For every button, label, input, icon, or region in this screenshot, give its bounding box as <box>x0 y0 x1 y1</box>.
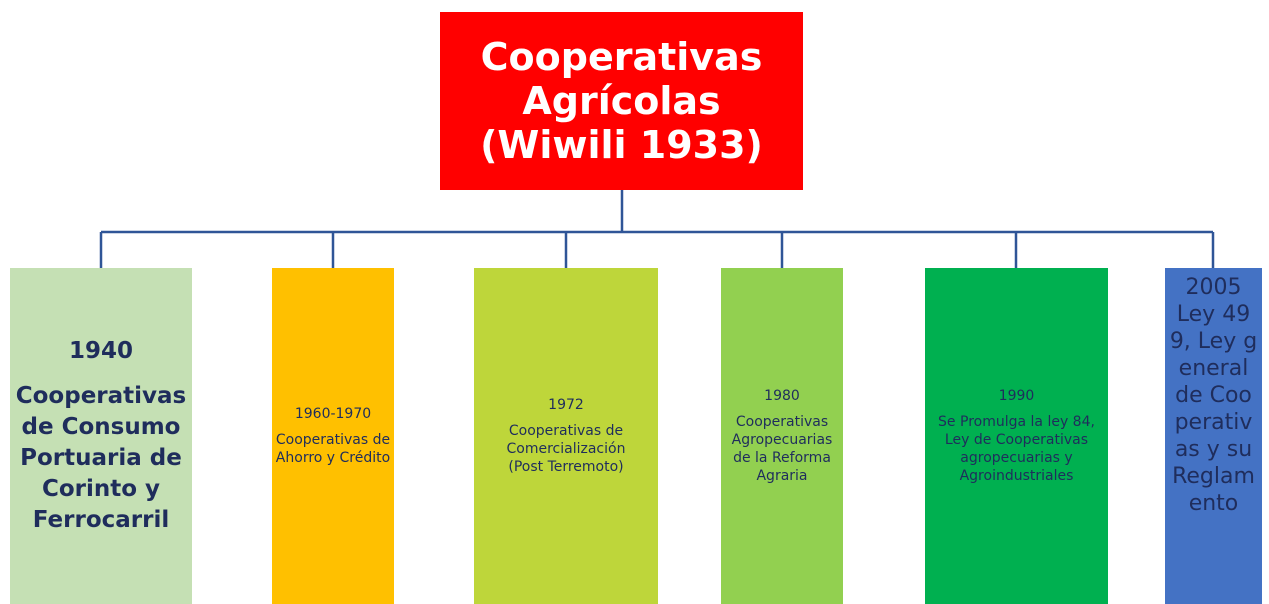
node-date: 1990 <box>998 388 1035 404</box>
node-label: Cooperativas de Ahorro y Crédito <box>275 432 391 466</box>
node-date: 1980 <box>764 388 800 404</box>
node-label: Se Promulga la ley 84, Ley de Cooperativ… <box>938 414 1095 484</box>
node: 1980 Cooperativas Agropecuarias de la Ref… <box>721 268 843 604</box>
node-label: Ley 499, Ley general de Cooperativas y s… <box>1169 302 1258 516</box>
node-label: Cooperativas de Comercialización (Post T… <box>506 423 626 475</box>
node-date: 1940 <box>68 338 133 364</box>
node: 1960-1970 Cooperativas de Ahorro y Crédit… <box>272 268 394 604</box>
node-label: Cooperativas de Consumo Portuaria de Cor… <box>15 383 187 533</box>
node-date: 2005 <box>1185 275 1242 300</box>
node: 1940 Cooperativas de Consumo Portuaria de… <box>10 268 192 604</box>
node: 1972 Cooperativas de Comercialización (Po… <box>474 268 658 604</box>
node: 1990 Se Promulga la ley 84, Ley de Cooper… <box>925 268 1108 604</box>
node-label: Cooperativas Agropecuarias de la Reforma… <box>731 414 833 484</box>
root-label: Cooperativas Agrícolas (Wiwili 1933) <box>480 35 763 167</box>
node-date: 1972 <box>548 397 584 413</box>
node-date: 1960-1970 <box>294 406 372 422</box>
root-node: Cooperativas Agrícolas (Wiwili 1933) <box>440 12 803 190</box>
node: 2005 Ley 499, Ley general de Cooperativas… <box>1165 268 1262 604</box>
